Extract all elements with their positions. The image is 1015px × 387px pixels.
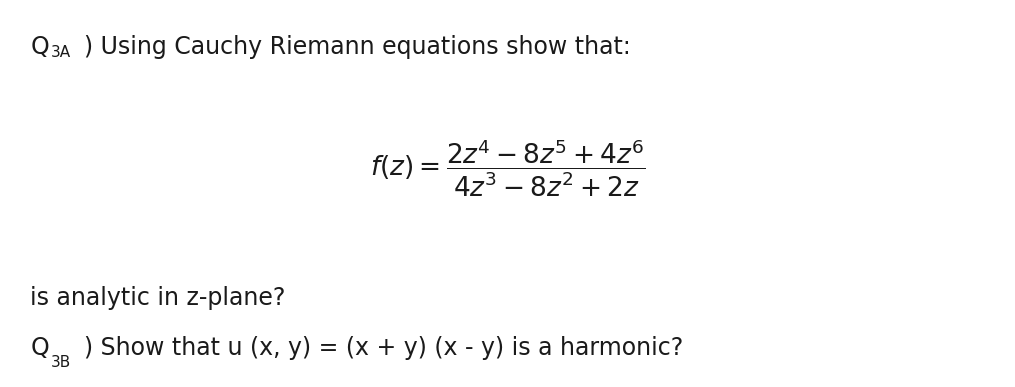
- Text: ) Using Cauchy Riemann equations show that:: ) Using Cauchy Riemann equations show th…: [84, 35, 631, 59]
- Text: Q: Q: [30, 336, 49, 360]
- Text: 3B: 3B: [51, 354, 71, 370]
- Text: 3A: 3A: [51, 45, 71, 60]
- Text: ) Show that u (x, y) = (x + y) (x - y) is a harmonic?: ) Show that u (x, y) = (x + y) (x - y) i…: [84, 336, 683, 360]
- Text: is analytic in z-plane?: is analytic in z-plane?: [30, 286, 286, 310]
- Text: $f(z) = \dfrac{2z^4 - 8z^5 + 4z^6}{4z^3 - 8z^2 + 2z}$: $f(z) = \dfrac{2z^4 - 8z^5 + 4z^6}{4z^3 …: [369, 138, 646, 199]
- Text: Q: Q: [30, 35, 49, 59]
